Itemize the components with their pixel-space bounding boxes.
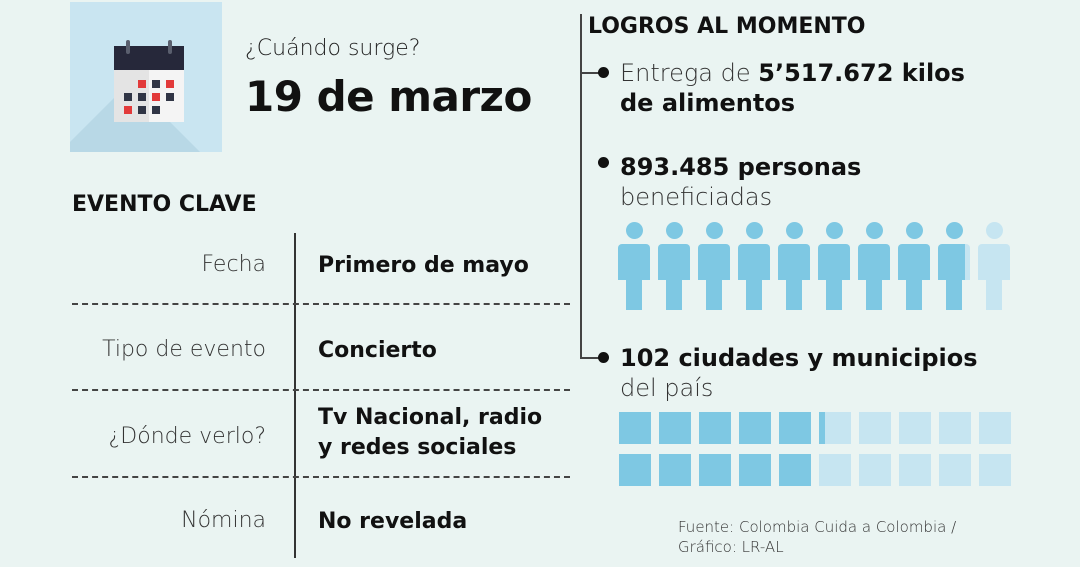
row-separator xyxy=(72,303,570,305)
logros-timeline xyxy=(580,14,582,359)
person-icon-partial xyxy=(938,222,970,310)
logro-personas-count: 893.485 personas xyxy=(620,153,862,181)
row-label-fecha: Fecha xyxy=(201,252,266,277)
table-divider xyxy=(294,233,296,558)
person-icon xyxy=(658,222,690,310)
person-icon xyxy=(618,222,650,310)
cell-filled xyxy=(659,454,691,486)
person-icon xyxy=(818,222,850,310)
logro-alimentos: Entrega de 5’517.672 kilos de alimentos xyxy=(620,58,965,118)
logro-ciudades: 102 ciudades y municipios del país xyxy=(620,343,978,403)
cities-pictogram xyxy=(619,412,1011,486)
cell-empty xyxy=(899,454,931,486)
logros-title: LOGROS AL MOMENTO xyxy=(588,14,866,39)
calendar-icon xyxy=(114,40,184,122)
row-label-tipo: Tipo de evento xyxy=(102,337,266,362)
cell-filled xyxy=(699,412,731,444)
source-line-1: Fuente: Colombia Cuida a Colombia / xyxy=(678,518,957,536)
cell-filled xyxy=(619,454,651,486)
cell-empty xyxy=(939,412,971,444)
cell-empty xyxy=(899,412,931,444)
logro-ciudades-label: del país xyxy=(620,374,714,402)
cell-filled xyxy=(739,412,771,444)
row-value-tipo: Concierto xyxy=(318,338,437,363)
row-label-nomina: Nómina xyxy=(181,508,266,533)
cell-filled xyxy=(739,454,771,486)
people-pictogram xyxy=(618,222,1010,310)
logro-prefix: Entrega de xyxy=(620,59,759,87)
person-icon xyxy=(898,222,930,310)
cell-empty xyxy=(939,454,971,486)
person-icon xyxy=(698,222,730,310)
person-icon-empty xyxy=(978,222,1010,310)
logro-personas: 893.485 personas beneficiadas xyxy=(620,152,861,212)
row-value-donde-2: y redes sociales xyxy=(318,435,517,460)
row-value-nomina: No revelada xyxy=(318,509,468,534)
person-icon xyxy=(858,222,890,310)
evento-clave-title: EVENTO CLAVE xyxy=(72,192,257,217)
cell-empty xyxy=(819,454,851,486)
bullet-icon xyxy=(598,157,609,168)
timeline-branch xyxy=(580,357,600,359)
calendar-icon-box xyxy=(70,2,222,152)
row-label-donde: ¿Dónde verlo? xyxy=(108,424,266,449)
cell-empty xyxy=(859,412,891,444)
row-separator xyxy=(72,389,570,391)
person-icon xyxy=(778,222,810,310)
row-value-donde-1: Tv Nacional, radio xyxy=(318,405,543,430)
cell-empty xyxy=(859,454,891,486)
cell-filled xyxy=(779,412,811,444)
cell-filled xyxy=(659,412,691,444)
cell-empty xyxy=(979,454,1011,486)
start-date: 19 de marzo xyxy=(245,72,532,121)
cell-filled xyxy=(619,412,651,444)
source-note: Fuente: Colombia Cuida a Colombia / Gráf… xyxy=(678,517,956,557)
logro-ciudades-count: 102 ciudades y municipios xyxy=(620,344,978,372)
person-icon xyxy=(738,222,770,310)
row-value-fecha: Primero de mayo xyxy=(318,253,529,278)
cell-empty xyxy=(979,412,1011,444)
row-separator xyxy=(72,476,570,478)
cell-filled xyxy=(699,454,731,486)
logro-line2: de alimentos xyxy=(620,89,796,117)
question-text: ¿Cuándo surge? xyxy=(245,36,421,61)
cell-filled xyxy=(779,454,811,486)
logro-personas-label: beneficiadas xyxy=(620,183,773,211)
cell-partial xyxy=(819,412,851,444)
timeline-branch xyxy=(580,72,600,74)
bullet-icon xyxy=(598,352,609,363)
bullet-icon xyxy=(598,67,609,78)
source-line-2: Gráfico: LR-AL xyxy=(678,538,784,556)
logro-kilos: 5’517.672 kilos xyxy=(758,59,965,87)
